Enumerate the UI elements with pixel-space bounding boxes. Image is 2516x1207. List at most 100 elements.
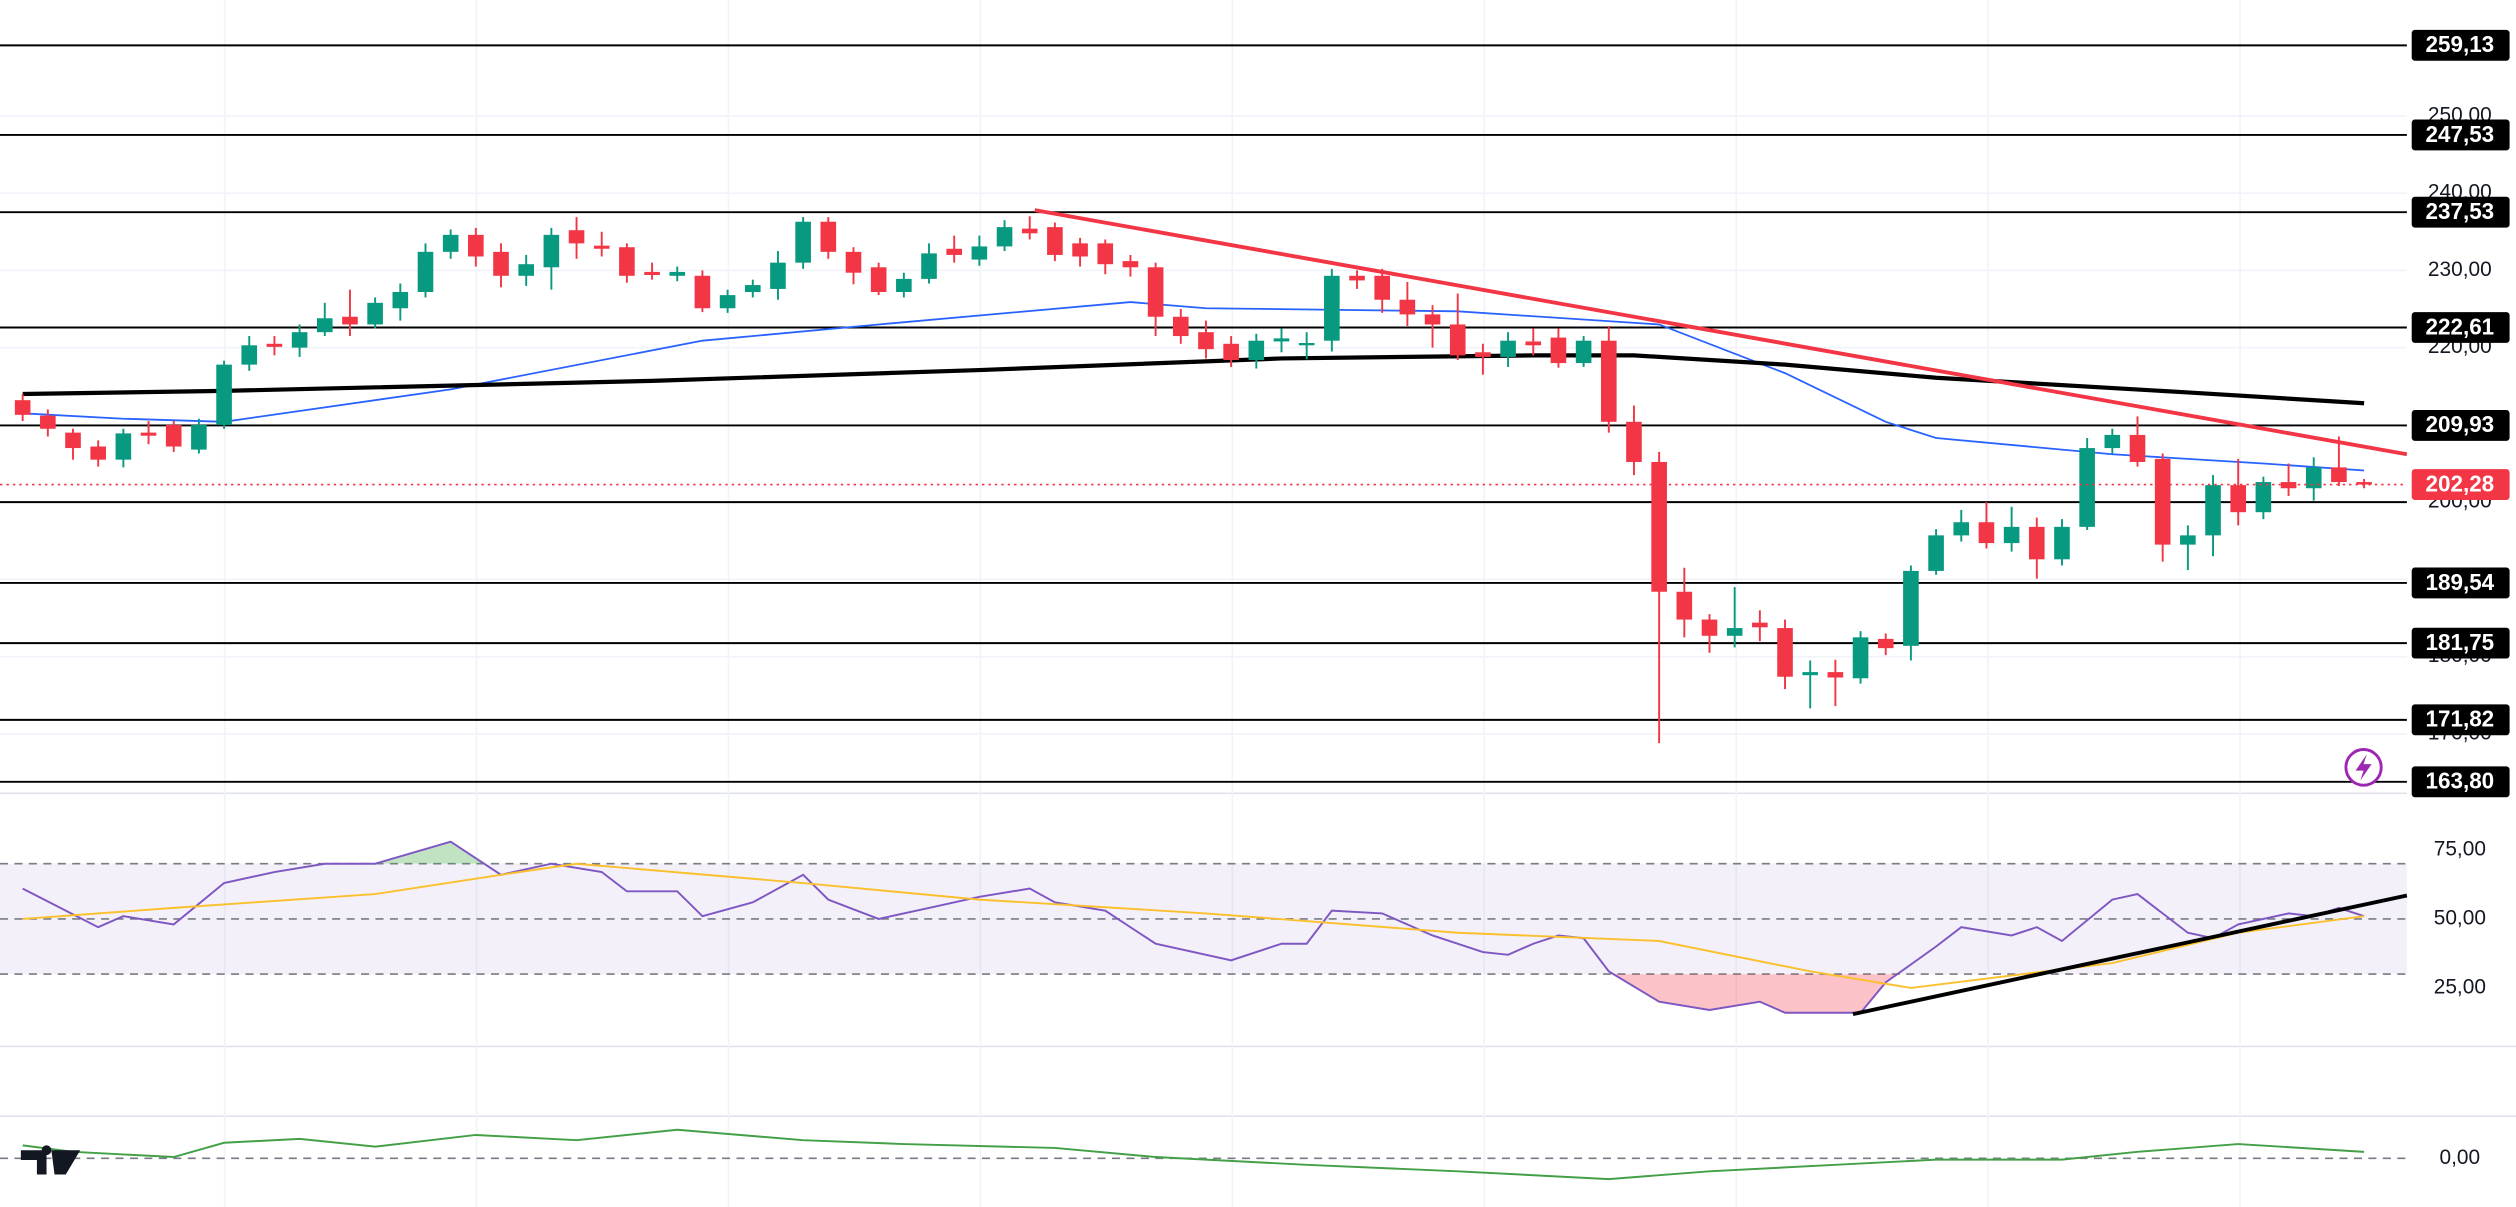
level-label-box (2411, 29, 2510, 61)
candle-body (1827, 672, 1844, 678)
level-label: 189,54 (2425, 570, 2494, 595)
level-label-box (2411, 410, 2510, 441)
candle-body (2331, 467, 2347, 483)
candle-body (2028, 526, 2045, 560)
candle-body (216, 364, 232, 425)
candle-body (1172, 316, 1189, 337)
level-label: 259,13 (2425, 32, 2494, 57)
candle-body (165, 424, 182, 447)
candle-body (1877, 638, 1894, 649)
candle-body (719, 295, 736, 309)
candle-body (2205, 485, 2221, 536)
candle-body (896, 278, 912, 293)
candle-body (845, 251, 862, 273)
candle-body (1651, 461, 1667, 592)
candle-body (1223, 343, 1239, 360)
candle-body (1802, 672, 1819, 676)
candle-body (191, 424, 207, 450)
candle-body (2255, 482, 2272, 513)
level-label-box (2411, 312, 2510, 343)
candle-body (1324, 275, 1340, 341)
candle-body (1248, 340, 1265, 360)
level-label: 209,93 (2425, 412, 2494, 437)
level-label: 171,82 (2425, 707, 2494, 732)
candle-body (1777, 628, 1793, 677)
candle-body (1852, 637, 1869, 679)
candle-body (1626, 421, 1642, 462)
candle-body (1273, 338, 1290, 342)
overbought-fill (324, 841, 552, 864)
y-tick-label: 0,00 (2440, 1146, 2481, 1169)
candle-body (870, 267, 887, 293)
candle-body (392, 292, 409, 309)
candle-body (65, 432, 81, 449)
candle-body (316, 318, 333, 333)
trendline (1852, 893, 2408, 1017)
candle-body (1475, 352, 1491, 357)
candle-body (266, 343, 283, 347)
candle-body (493, 251, 509, 276)
candle-body (2003, 526, 2020, 544)
candle-body (996, 227, 1013, 247)
candle-body (1676, 591, 1693, 620)
candle-body (468, 234, 484, 257)
candle-body (1701, 619, 1718, 636)
candle-body (417, 251, 434, 293)
level-label-box (2411, 119, 2510, 151)
candle-body (2356, 482, 2372, 485)
candle-body (14, 400, 31, 415)
candle-body (795, 221, 811, 263)
candle-body (2180, 535, 2196, 545)
last-price-label: 202,28 (2425, 471, 2494, 496)
last-price-box (2411, 469, 2510, 500)
candle-body (669, 271, 686, 276)
level-label: 237,53 (2425, 199, 2494, 224)
level-label-box (2411, 704, 2510, 736)
level-label-box (2411, 627, 2510, 659)
level-label-box (2411, 196, 2510, 228)
oversold-fill (1613, 974, 1898, 1013)
candle-body (2230, 485, 2247, 513)
candle-body (619, 247, 635, 276)
trendline (1034, 208, 2408, 457)
candle-body (90, 446, 106, 460)
candle-body (921, 253, 937, 279)
candle-body (1903, 570, 1919, 646)
candle-body (820, 221, 837, 252)
candle-body (1298, 343, 1315, 346)
series-line (22, 840, 2365, 1014)
candle-body (770, 262, 786, 289)
candle-body (744, 285, 761, 293)
candle-body (1399, 299, 1416, 315)
candle-body (1047, 227, 1063, 255)
candle-body (115, 433, 132, 460)
series-line (22, 1128, 2365, 1181)
candle-body (1198, 332, 1214, 350)
candle-body (40, 415, 56, 429)
candle-body (568, 230, 585, 244)
level-label: 247,53 (2425, 122, 2494, 147)
candle-body (593, 245, 610, 249)
level-label: 181,75 (2425, 630, 2494, 655)
candle-body (2305, 467, 2322, 489)
candle-body (2280, 482, 2297, 489)
candle-body (1525, 341, 1542, 346)
candle-body (1500, 340, 1516, 357)
candle-body (2079, 448, 2095, 527)
candle-body (241, 345, 258, 365)
candle-body (2129, 434, 2146, 462)
moving-average (22, 353, 2365, 406)
candle-body (1021, 228, 1038, 234)
candle-body (367, 302, 383, 325)
candle-body (342, 316, 358, 325)
y-tick-label: 230,00 (2428, 258, 2492, 281)
candle-body (140, 432, 157, 436)
candle-body (1726, 628, 1743, 636)
candle-body (1072, 243, 1088, 257)
candle-body (1374, 275, 1391, 300)
candle-body (644, 271, 660, 276)
candle-body (518, 264, 534, 276)
candle-body (2104, 434, 2121, 449)
candle-body (1550, 337, 1567, 364)
